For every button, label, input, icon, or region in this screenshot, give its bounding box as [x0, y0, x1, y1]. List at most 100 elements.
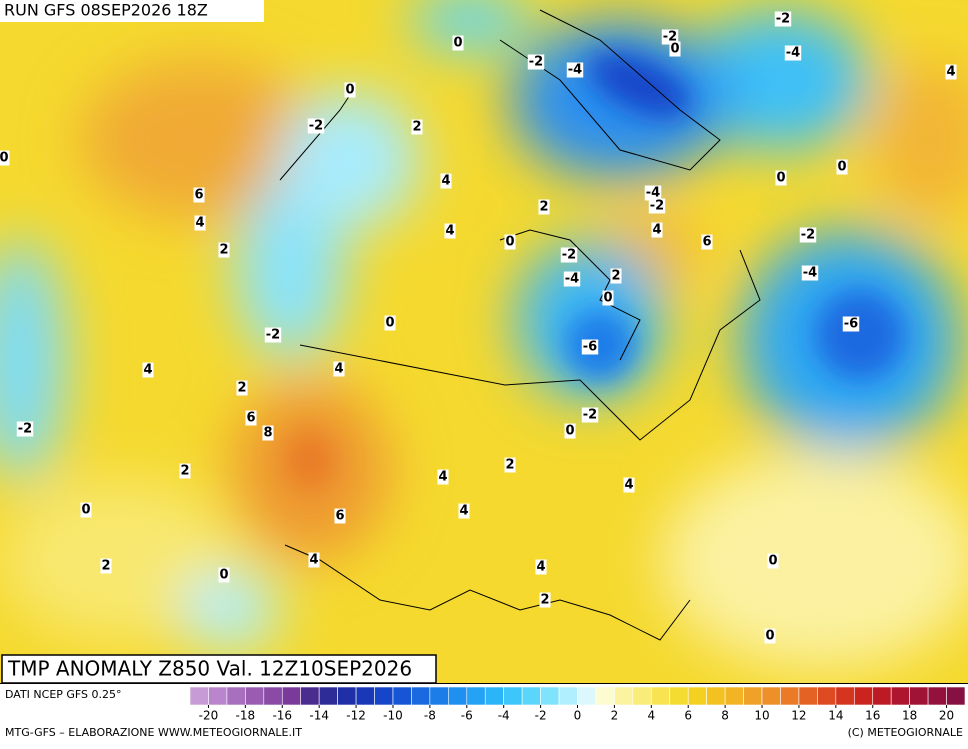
contour-label: 0 [385, 316, 394, 331]
colorbar-swatch [540, 686, 560, 706]
contour-label-box [264, 327, 282, 343]
run-label: RUN GFS 08SEP2026 18Z [4, 1, 208, 20]
contour-label: 4 [459, 504, 468, 519]
colorbar-swatch [318, 686, 338, 706]
contour-label: 0 [453, 36, 462, 51]
colorbar-swatch [817, 686, 837, 706]
colorbar-tick-label: 14 [828, 709, 843, 723]
contour-label: -4 [568, 63, 582, 78]
contour-label: -2 [562, 248, 576, 263]
colorbar-swatch [226, 686, 246, 706]
colorbar-swatch [669, 686, 689, 706]
colorbar-swatch [909, 686, 929, 706]
colorbar-swatch [208, 686, 228, 706]
contour-label: 4 [438, 470, 447, 485]
contour-label: 0 [768, 554, 777, 569]
contour-label: -2 [583, 408, 597, 423]
colorbar-swatch [392, 686, 412, 706]
contour-label: -2 [776, 12, 790, 27]
contour-label-box [669, 41, 681, 57]
contour-label-box [193, 187, 205, 203]
colorbar-tick-label: -16 [272, 709, 292, 723]
contour-label: -6 [844, 317, 858, 332]
contour-label-box [142, 362, 154, 378]
contour-label-box [764, 628, 776, 644]
colorbar-tick-label: -8 [424, 709, 436, 723]
contour-label-box [539, 592, 551, 608]
colorbar-tick-label: -4 [498, 709, 510, 723]
contour-label-box [945, 64, 957, 80]
colorbar-swatch [761, 686, 781, 706]
colorbar-swatch [466, 686, 486, 706]
colorbar-swatch [411, 686, 431, 706]
contour-label-box [0, 150, 10, 166]
contour-label: -2 [529, 55, 543, 70]
colorbar-swatch [687, 686, 707, 706]
contour-label-box [444, 223, 456, 239]
colorbar-tick-label: 0 [574, 709, 582, 723]
contour-label-box [535, 559, 547, 575]
contour-label-box [774, 11, 792, 27]
colorbar-tick-label: 6 [684, 709, 692, 723]
contour-label: 2 [101, 559, 110, 574]
colorbar-tick-label: -2 [535, 709, 547, 723]
colorbar-swatch [798, 686, 818, 706]
contour-label-box [80, 502, 92, 518]
contour-label: 4 [143, 363, 152, 378]
colorbar-swatch [484, 686, 504, 706]
contour-label-box [648, 198, 666, 214]
contour-label-box [504, 457, 516, 473]
colorbar-swatch [927, 686, 947, 706]
contour-label: 0 [219, 568, 228, 583]
contour-label: 4 [334, 362, 343, 377]
contour-label-box [842, 316, 860, 332]
contour-label-box [644, 185, 662, 201]
colorbar-swatch [577, 686, 597, 706]
contour-label-box [581, 339, 599, 355]
contour-label: 2 [180, 464, 189, 479]
contour-label-box [236, 380, 248, 396]
contour-label: 8 [263, 426, 272, 441]
colorbar-swatch [337, 686, 357, 706]
contour-label-box [784, 45, 802, 61]
contour-label: 0 [603, 291, 612, 306]
contour-label-box [527, 54, 545, 70]
contour-label-box [799, 227, 817, 243]
colorbar-swatch [743, 686, 763, 706]
contour-label: 2 [611, 269, 620, 284]
contour-label: -2 [663, 30, 677, 45]
contour-label-box [651, 222, 663, 238]
contour-label-box [218, 567, 230, 583]
title-box [1, 654, 437, 684]
contour-label-box [245, 410, 257, 426]
colorbar-swatch [281, 686, 302, 706]
contour-label: -4 [786, 46, 800, 61]
colorbar-swatch [503, 686, 523, 706]
colorbar-tick-label: -20 [199, 709, 219, 723]
colorbar-swatch [706, 686, 726, 706]
colorbar-tick-label: 4 [647, 709, 655, 723]
colorbar-swatch [853, 686, 874, 706]
contour-label: 2 [540, 593, 549, 608]
colorbar-tick-label: -14 [309, 709, 329, 723]
contour-label-box [411, 119, 423, 135]
colorbar: -20 -18 -16 -14 -12 -10 -8 -6 -4 -2 0 2 4 6 8 10 12 14 16 1… [189, 686, 966, 723]
colorbar-swatch [632, 686, 652, 706]
contour-label: 0 [837, 160, 846, 175]
contour-label: 0 [81, 503, 90, 518]
colorbar-tick-label: -18 [236, 709, 256, 723]
map-title: TMP ANOMALY Z850 Val. 12Z10SEP2026 [7, 657, 412, 681]
contour-label-box [775, 170, 787, 186]
contour-label: 0 [505, 235, 514, 250]
contour-label: 4 [652, 223, 661, 238]
colorbar-tick-label: 18 [902, 709, 917, 723]
contour-label: -4 [803, 266, 817, 281]
contour-label-box [179, 463, 191, 479]
contour-label-box [701, 234, 713, 250]
contour-label: 4 [309, 553, 318, 568]
contour-label: 6 [335, 509, 344, 524]
contour-label: 4 [195, 216, 204, 231]
contour-label-box [538, 199, 550, 215]
contour-label: 4 [624, 478, 633, 493]
